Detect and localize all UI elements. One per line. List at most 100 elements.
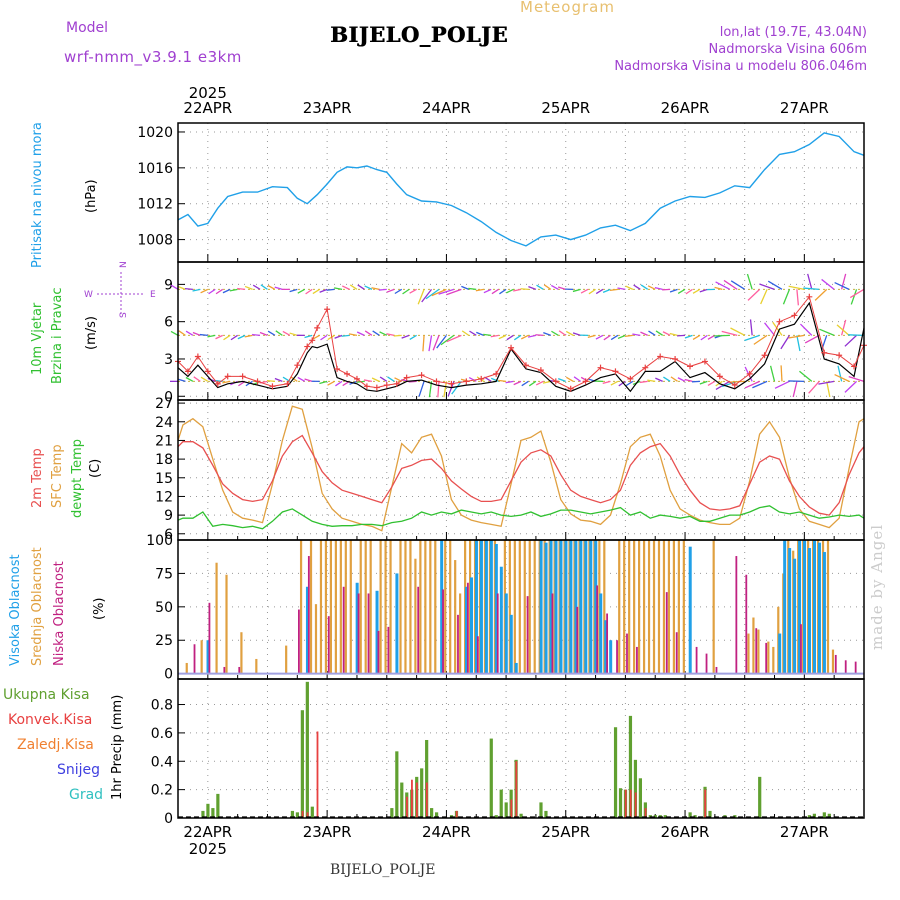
cloud-mid-bar [434,540,437,674]
wind-arrow [836,324,850,336]
wind-speed-marker [776,318,783,325]
wind-speed-marker [731,382,738,389]
wind-speed-marker [716,373,723,380]
cloud-low-bar [834,654,837,674]
wind-arrow [760,289,768,305]
dewpt-line [177,505,865,530]
wind-arrow [753,334,768,345]
wind-arrow [200,288,209,294]
wind-arrow [177,378,186,382]
y-tick-label: 6 [164,527,173,543]
precip-total-bar [489,738,493,818]
wind-arrow [588,288,596,295]
y-tick-label: 24 [155,415,173,431]
wind-arrow [662,288,671,291]
cloud-low-bar [705,653,708,674]
cloud-mid-bar [752,617,755,674]
precip-conv-bar [306,812,309,818]
day-label-bottom: 23APR [303,823,352,841]
wind-arrow [437,381,440,398]
cloud-low-bar [208,602,211,674]
cloud-high-bar [479,540,483,674]
wind-speed-marker [448,380,455,387]
wind-arrow [251,333,261,336]
cloud-mid-bar [399,540,402,674]
wind-arrow [663,376,671,382]
wind-speed-marker [294,362,301,369]
cloud-low-bar [606,613,609,674]
wind-speed-marker [672,355,679,362]
y-tick-label: 0.6 [151,726,173,742]
precip-total-bar [494,815,498,818]
wind-speed-marker [657,353,664,360]
wind-speed-marker [224,373,231,380]
cloud-low-bar [377,630,380,674]
wind-arrow [551,330,559,336]
wind-arrow [692,288,701,294]
wind-arrow [820,335,828,351]
precip-conv-bar [406,796,408,818]
wind-arrow [520,288,529,290]
cloud-high-bar [484,540,488,674]
cloud-mid-bar [657,540,661,674]
wind-arrow [418,381,425,397]
y-tick-label: 0.2 [151,783,173,799]
day-label-top: 26APR [661,99,710,117]
cloud-high-bar [817,542,821,674]
wind-arrow [341,334,350,337]
cloud-mid-bar [638,540,641,674]
model-elevation-text: Nadmorska Visina u modelu 806.046m [614,59,867,74]
wind-arrow [193,376,201,382]
cloud-mid-bar [255,658,258,674]
wind-speed-marker [508,344,515,351]
cloud-mid-bar [757,629,760,674]
wind-arrow [260,284,268,290]
wind-arrow [363,379,372,382]
wind-arrow [610,380,619,386]
wind-arrow [267,284,276,290]
wind-speed-marker [214,380,221,387]
cloud-mid-bar [618,540,621,674]
cloud-high-bar [206,640,210,674]
wind-arrow [558,330,567,336]
wind-arrow [723,279,738,290]
wind-arrow [386,333,395,336]
cloud-high-bar [489,540,493,674]
wind-arrow [223,334,231,341]
wind-arrow [728,380,745,383]
wind-arrow [780,365,783,382]
wind-arrow [498,334,507,340]
precip-total-bar [638,778,643,818]
wind-arrow [446,334,462,343]
wind-speed-marker [687,363,694,370]
wind-arrow [432,335,440,351]
precip-conv-bar [425,782,428,818]
wind-arrow [327,334,335,341]
cloud-low-bar [238,666,241,674]
panel-frame [177,399,865,541]
wind-arrow [170,330,179,336]
panel-frame [177,122,865,263]
year-label-top: 2025 [189,84,227,102]
wind-arrow [282,330,291,336]
wind-arrow [528,380,537,387]
cloud-high-bar [375,590,379,674]
wind-arrow [259,331,268,336]
cloud-mid-bar [309,540,313,674]
cloud-mid-bar [667,540,671,674]
wind-arrow [759,283,775,290]
cloud-low-bar [626,633,628,674]
cloud-mid-bar [384,540,387,674]
cloud-high-bar [589,540,593,674]
wind-arrow [461,330,470,336]
wind-arrow [475,288,484,292]
day-label-bottom: 24APR [422,823,471,841]
cloud-mid-bar [603,540,606,674]
wind-arrow [304,378,313,382]
wind-arrow [483,333,492,336]
wind-speed-marker [314,324,321,331]
wind-arrow [379,331,388,336]
precip-total-bar [628,715,633,818]
cloud-mid-bar [319,540,323,674]
precip-total-bar [663,815,667,818]
